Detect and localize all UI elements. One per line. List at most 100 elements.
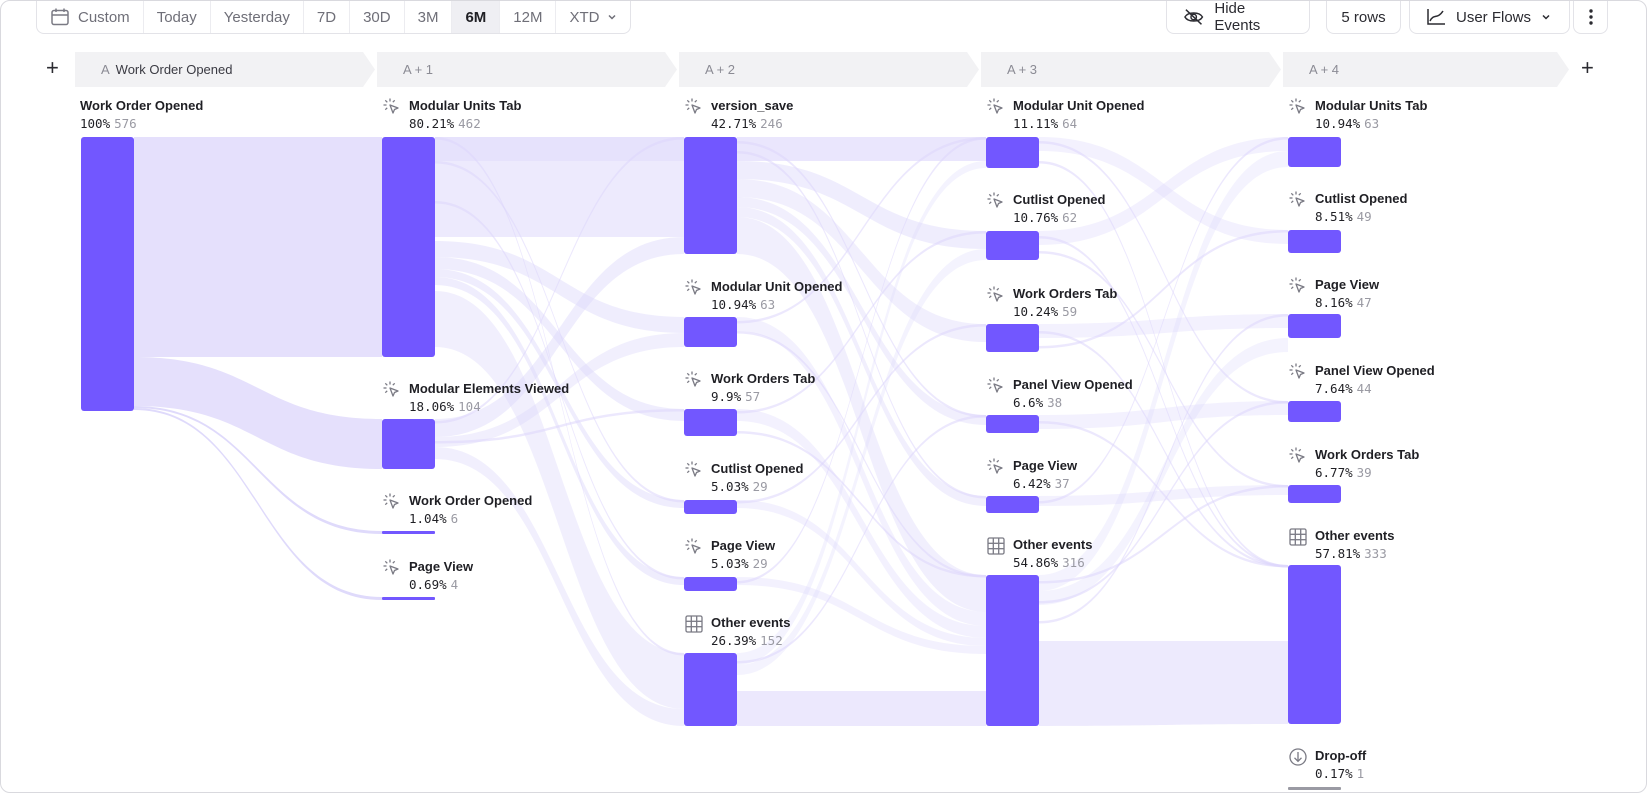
flow-link[interactable] bbox=[1039, 236, 1288, 568]
flow-link[interactable] bbox=[737, 324, 986, 504]
flow-link[interactable] bbox=[435, 257, 684, 421]
node-name[interactable]: Page View bbox=[409, 559, 474, 574]
flow-link[interactable] bbox=[737, 231, 986, 414]
node-name[interactable]: Other events bbox=[1013, 537, 1093, 552]
node-bar[interactable] bbox=[382, 531, 435, 534]
node-bar[interactable] bbox=[382, 137, 435, 357]
step-header-a-plus-3[interactable]: A + 3 bbox=[981, 52, 1281, 87]
flow-link[interactable] bbox=[435, 291, 684, 709]
flow-link[interactable] bbox=[737, 331, 986, 578]
flow-link[interactable] bbox=[737, 207, 986, 506]
node-name[interactable]: Work Orders Tab bbox=[1315, 447, 1420, 462]
flow-link[interactable] bbox=[737, 500, 986, 646]
flow-link[interactable] bbox=[1039, 251, 1288, 488]
node-name[interactable]: Other events bbox=[1315, 528, 1395, 543]
hide-events-button[interactable]: Hide Events bbox=[1166, 1, 1310, 34]
node-name[interactable]: Page View bbox=[1315, 277, 1380, 292]
flow-link[interactable] bbox=[737, 137, 986, 161]
flow-link[interactable] bbox=[1039, 401, 1288, 429]
flow-link[interactable] bbox=[1039, 314, 1288, 624]
flow-link[interactable] bbox=[435, 137, 684, 656]
node-name[interactable]: Work Order Opened bbox=[80, 98, 204, 113]
node-bar[interactable] bbox=[1288, 137, 1341, 167]
node-bar[interactable] bbox=[1288, 230, 1341, 253]
flow-link[interactable] bbox=[1039, 314, 1288, 338]
flow-link[interactable] bbox=[737, 249, 986, 675]
flow-link[interactable] bbox=[737, 577, 986, 654]
node-name[interactable]: Modular Units Tab bbox=[409, 98, 522, 113]
add-step-after-button[interactable]: + bbox=[1581, 55, 1594, 80]
node-name[interactable]: Drop-off bbox=[1315, 748, 1367, 763]
flow-link[interactable] bbox=[435, 277, 684, 585]
node-name[interactable]: Cutlist Opened bbox=[1013, 192, 1106, 207]
flow-link[interactable] bbox=[737, 161, 986, 249]
flow-link[interactable] bbox=[737, 137, 986, 584]
flow-link[interactable] bbox=[737, 137, 986, 324]
rows-button[interactable]: 5 rows bbox=[1326, 1, 1401, 34]
flow-link[interactable] bbox=[435, 269, 684, 508]
flow-link[interactable] bbox=[134, 137, 382, 357]
node-name[interactable]: Work Orders Tab bbox=[1013, 286, 1118, 301]
flow-link[interactable] bbox=[435, 237, 684, 437]
flow-link[interactable] bbox=[435, 241, 684, 333]
node-name[interactable]: Other events bbox=[711, 615, 791, 630]
date-range-30d[interactable]: 30D bbox=[350, 1, 405, 33]
node-bar[interactable] bbox=[684, 653, 737, 726]
flow-link[interactable] bbox=[1039, 151, 1288, 591]
node-bar[interactable] bbox=[684, 577, 737, 591]
flow-link[interactable] bbox=[737, 415, 986, 664]
flow-link[interactable] bbox=[435, 447, 684, 726]
flow-link[interactable] bbox=[737, 691, 986, 726]
date-range-6m[interactable]: 6M bbox=[452, 1, 501, 33]
flow-link[interactable] bbox=[435, 137, 684, 424]
flow-link[interactable] bbox=[737, 151, 986, 499]
flow-link[interactable] bbox=[737, 317, 986, 626]
date-range-xtd[interactable]: XTD bbox=[556, 1, 630, 33]
flow-link[interactable] bbox=[737, 179, 986, 342]
flow-link[interactable] bbox=[435, 161, 684, 503]
node-bar[interactable] bbox=[1288, 314, 1341, 338]
flow-link[interactable] bbox=[134, 406, 382, 534]
flow-link[interactable] bbox=[435, 137, 684, 161]
flow-link[interactable] bbox=[1039, 137, 1288, 244]
step-header-a[interactable]: A Work Order Opened bbox=[75, 52, 375, 87]
flow-link[interactable] bbox=[1039, 141, 1288, 404]
date-range-custom[interactable]: Custom bbox=[37, 1, 144, 33]
flow-link[interactable] bbox=[1039, 331, 1288, 568]
node-name[interactable]: Modular Unit Opened bbox=[1013, 98, 1145, 113]
node-name[interactable]: version_save bbox=[711, 98, 794, 113]
node-bar[interactable] bbox=[382, 597, 435, 600]
flow-link[interactable] bbox=[737, 431, 986, 578]
flow-link[interactable] bbox=[1039, 230, 1288, 349]
node-bar[interactable] bbox=[986, 231, 1039, 260]
view-type-dropdown[interactable]: User Flows bbox=[1409, 1, 1570, 34]
node-name[interactable]: Panel View Opened bbox=[1315, 363, 1435, 378]
node-bar[interactable] bbox=[1288, 787, 1341, 790]
node-bar[interactable] bbox=[684, 317, 737, 347]
flow-link[interactable] bbox=[1039, 161, 1288, 568]
add-step-before-button[interactable]: + bbox=[46, 55, 59, 80]
flow-link[interactable] bbox=[737, 141, 986, 418]
node-name[interactable]: Modular Unit Opened bbox=[711, 279, 843, 294]
step-header-a-plus-2[interactable]: A + 2 bbox=[679, 52, 979, 87]
node-bar[interactable] bbox=[81, 137, 134, 411]
node-name[interactable]: Cutlist Opened bbox=[711, 461, 804, 476]
node-name[interactable]: Panel View Opened bbox=[1013, 377, 1133, 392]
node-name[interactable]: Modular Elements Viewed bbox=[409, 381, 570, 396]
flow-link[interactable] bbox=[435, 161, 684, 237]
node-name[interactable]: Page View bbox=[711, 538, 776, 553]
step-header-a-plus-1[interactable]: A + 1 bbox=[377, 52, 677, 87]
node-name[interactable]: Page View bbox=[1013, 458, 1078, 473]
flow-link[interactable] bbox=[134, 357, 382, 469]
flow-link[interactable] bbox=[1039, 485, 1288, 584]
node-bar[interactable] bbox=[1288, 401, 1341, 422]
date-range-yesterday[interactable]: Yesterday bbox=[211, 1, 304, 33]
more-options-button[interactable] bbox=[1573, 1, 1608, 34]
flow-link[interactable] bbox=[1039, 421, 1288, 568]
node-bar[interactable] bbox=[684, 137, 737, 254]
flow-link[interactable] bbox=[737, 409, 986, 638]
flow-link[interactable] bbox=[1039, 137, 1288, 504]
node-name[interactable]: Modular Units Tab bbox=[1315, 98, 1428, 113]
node-bar[interactable] bbox=[986, 496, 1039, 513]
date-range-today[interactable]: Today bbox=[144, 1, 211, 33]
